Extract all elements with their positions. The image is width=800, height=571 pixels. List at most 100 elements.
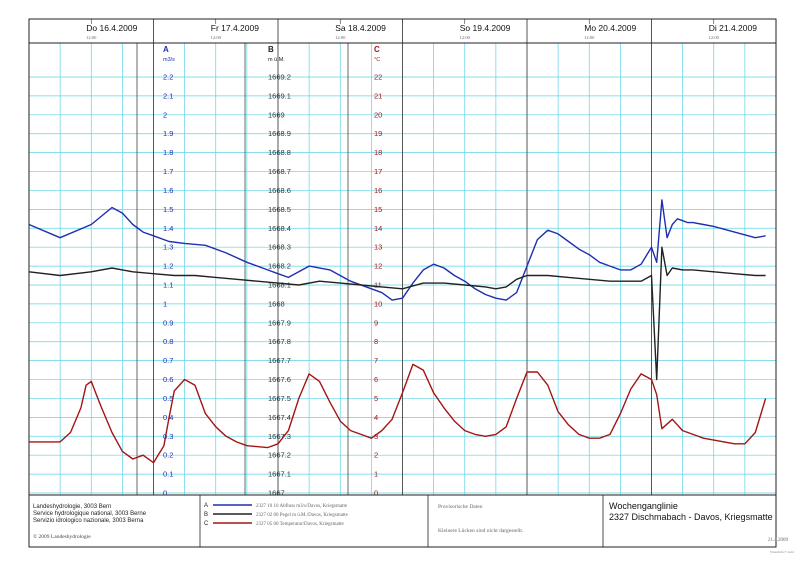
axis-a-tick-label: 0.2 — [163, 451, 173, 460]
axis-c-tick-label: 17 — [374, 167, 382, 176]
axis-a-tick-label: 1.2 — [163, 262, 173, 271]
noon-label: 12:00 — [335, 35, 346, 40]
legend-key-b: B — [204, 512, 208, 518]
axis-c-tick-label: 10 — [374, 299, 382, 308]
axis-a-tick-label: 2 — [163, 110, 167, 119]
day-label: So 19.4.2009 — [460, 23, 511, 33]
axis-c-tick-label: 11 — [374, 281, 382, 290]
axis-b-tick-label: 1667.9 — [268, 318, 291, 327]
axis-b-tick-label: 1667.2 — [268, 451, 291, 460]
axis-c-tick-label: 15 — [374, 205, 382, 214]
axis-a-tick-label: 1.1 — [163, 281, 173, 290]
day-label: Sa 18.4.2009 — [335, 23, 386, 33]
axis-c-tick-label: 18 — [374, 148, 382, 157]
axis-c-tick-label: 7 — [374, 356, 378, 365]
day-label: Fr 17.4.2009 — [211, 23, 259, 33]
axis-c-tick-label: 3 — [374, 432, 378, 441]
axis-c-tick-label: 22 — [374, 73, 382, 82]
axis-c-unit: °C — [374, 57, 380, 63]
axis-a-id: A — [163, 45, 169, 54]
series-line-a — [28, 199, 766, 301]
axis-b-tick-label: 1668.1 — [268, 281, 291, 290]
axis-b-tick-label: 1667.3 — [268, 432, 291, 441]
noon-label: 12:00 — [709, 35, 720, 40]
axis-c-tick-label: 9 — [374, 318, 378, 327]
axis-c-id: C — [374, 45, 380, 54]
axis-a-tick-label: 1.6 — [163, 186, 173, 195]
axis-a-tick-label: 1.9 — [163, 129, 173, 138]
axis-c-tick-label: 6 — [374, 375, 378, 384]
legend-key-a: A — [204, 503, 208, 509]
axis-c-tick-label: 5 — [374, 394, 378, 403]
axis-c-tick-label: 2 — [374, 451, 378, 460]
axis-b-tick-label: 1667.1 — [268, 470, 291, 479]
axis-b-tick-label: 1668.7 — [268, 167, 291, 176]
axis-b-tick-label: 1667.4 — [268, 413, 291, 422]
footer-station: 2327 Dischmabach - Davos, Kriegsmatte — [609, 512, 773, 522]
series-line-b — [28, 246, 766, 381]
axis-a-tick-label: 0.9 — [163, 318, 173, 327]
axis-a-tick-label: 0.7 — [163, 356, 173, 365]
axis-c-tick-label: 8 — [374, 337, 378, 346]
footer-frame — [28, 494, 777, 548]
series-line-c — [29, 363, 767, 464]
axis-b-id: B — [268, 45, 274, 54]
copyright: © 2009 Landeshydrologie — [33, 533, 91, 540]
axis-a-tick-label: 0.3 — [163, 432, 173, 441]
axis-b-tick-label: 1668.9 — [268, 129, 291, 138]
noon-label: 12:00 — [584, 35, 595, 40]
day-label: Mo 20.4.2009 — [584, 23, 636, 33]
axis-c-tick-label: 4 — [374, 413, 378, 422]
axis-b-tick-label: 1667.8 — [268, 337, 291, 346]
axis-c-tick-label: 12 — [374, 262, 382, 271]
axis-a-tick-label: 1.3 — [163, 243, 173, 252]
legend-key-c: C — [204, 521, 209, 527]
axis-a-tick-label: 0 — [163, 489, 167, 498]
axis-b-tick-label: 1668.4 — [268, 224, 291, 233]
noon-label: 12:00 — [460, 35, 471, 40]
institution-line-2: Service hydrologique national, 3003 Bern… — [33, 511, 147, 517]
axis-a-tick-label: 0.1 — [163, 470, 173, 479]
axis-b-tick-label: 1667.5 — [268, 394, 291, 403]
axis-b-tick-label: 1667.6 — [268, 375, 291, 384]
footer-title: Wochenganglinie — [609, 501, 678, 511]
axis-c-tick-label: 19 — [374, 129, 382, 138]
day-label: Di 21.4.2009 — [709, 23, 757, 33]
axis-a-tick-label: 2.2 — [163, 73, 173, 82]
noon-label: 12:00 — [211, 35, 222, 40]
legend-text-b: 2327 02 00 Pegel m ü.M./Davos, Kriegsmat… — [256, 513, 349, 518]
axis-a-tick-label: 0.4 — [163, 413, 173, 422]
axis-c-tick-label: 21 — [374, 91, 382, 100]
axis-a-tick-label: 1.7 — [163, 167, 173, 176]
axis-a-tick-label: 2.1 — [163, 91, 173, 100]
axis-b-unit: m ü.M. — [268, 57, 285, 63]
axis-b-tick-label: 1668 — [268, 299, 285, 308]
axis-a-tick-label: 1.8 — [163, 148, 173, 157]
axis-b-tick-label: 1669.2 — [268, 73, 291, 82]
day-label: Do 16.4.2009 — [86, 23, 137, 33]
provisional-note: Provisorische Daten — [438, 504, 483, 510]
axis-b-tick-label: 1667 — [268, 489, 285, 498]
axis-a-unit: m3/s — [163, 57, 175, 63]
axis-c-tick-label: 13 — [374, 243, 382, 252]
axis-a-tick-label: 0.5 — [163, 394, 173, 403]
axis-c-tick-label: 1 — [374, 470, 378, 479]
axis-a-tick-label: 1.4 — [163, 224, 173, 233]
axis-c-tick-label: 0 — [374, 489, 378, 498]
axis-a-tick-label: 1.5 — [163, 205, 173, 214]
axis-b-tick-label: 1668.8 — [268, 148, 291, 157]
axis-b-tick-label: 1668.2 — [268, 262, 291, 271]
axis-a-tick-label: 0.6 — [163, 375, 173, 384]
print-date: 21.4.2009 — [768, 538, 789, 543]
axis-b-tick-label: 1668.5 — [268, 205, 291, 214]
axis-c-tick-label: 14 — [374, 224, 382, 233]
axis-b-tick-label: 1668.6 — [268, 186, 291, 195]
axis-c-tick-label: 16 — [374, 186, 382, 195]
legend-text-c: 2327 05 00 Temperatur/Davos, Kriegsmatte — [256, 522, 345, 527]
axis-c-tick-label: 20 — [374, 110, 382, 119]
axis-a-tick-label: 1 — [163, 299, 167, 308]
axis-a-tick-label: 0.8 — [163, 337, 173, 346]
